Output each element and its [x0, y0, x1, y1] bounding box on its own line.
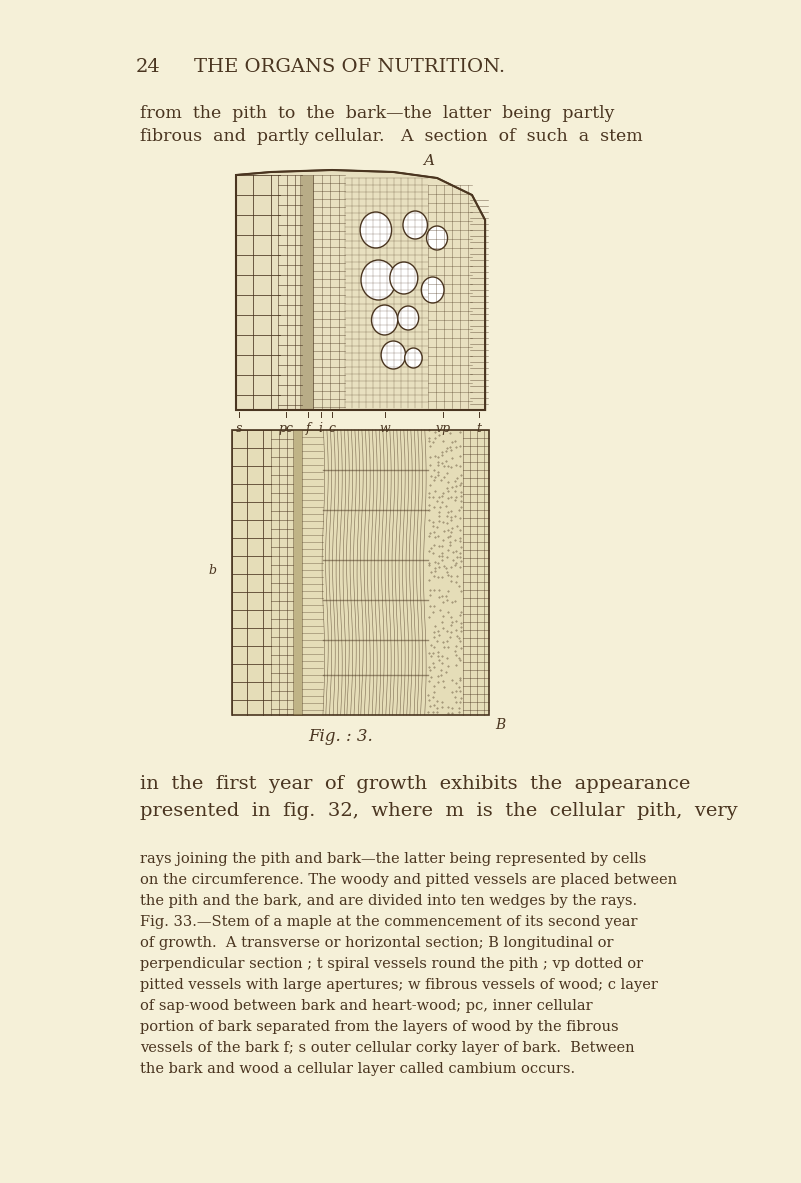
Bar	[293, 429, 301, 715]
Text: vp: vp	[436, 422, 451, 435]
Polygon shape	[236, 170, 485, 411]
Text: s: s	[235, 422, 242, 435]
Text: Fig. 33.—Stem of a maple at the commencement of its second year: Fig. 33.—Stem of a maple at the commence…	[140, 914, 638, 929]
Text: i: i	[319, 422, 323, 435]
Bar	[300, 175, 313, 411]
Text: pc: pc	[278, 422, 293, 435]
Text: b: b	[209, 563, 217, 576]
Circle shape	[405, 348, 422, 368]
Text: A: A	[423, 154, 434, 168]
Text: fibrous  and  partly cellular.   A  section  of  such  a  stem: fibrous and partly cellular. A section o…	[140, 128, 642, 146]
Text: perpendicular section ; t spiral vessels round the pith ; vp dotted or: perpendicular section ; t spiral vessels…	[140, 957, 643, 971]
Text: in  the  first  year  of  growth  exhibits  the  appearance: in the first year of growth exhibits the…	[140, 775, 690, 793]
Text: Fig. : 3.: Fig. : 3.	[308, 728, 373, 745]
Text: presented  in  fig.  32,  where  m  is  the  cellular  pith,  very: presented in fig. 32, where m is the cel…	[140, 802, 738, 820]
Circle shape	[403, 211, 428, 239]
Text: on the circumference. The woody and pitted vessels are placed between: on the circumference. The woody and pitt…	[140, 873, 677, 887]
Text: vessels of the bark f; s outer cellular corky layer of bark.  Between: vessels of the bark f; s outer cellular …	[140, 1041, 634, 1055]
Circle shape	[361, 260, 396, 300]
Bar	[231, 429, 489, 715]
Text: portion of bark separated from the layers of wood by the fibrous: portion of bark separated from the layer…	[140, 1020, 618, 1034]
Circle shape	[398, 306, 419, 330]
Circle shape	[427, 226, 448, 250]
Text: rays joining the pith and bark—the latter being represented by cells: rays joining the pith and bark—the latte…	[140, 852, 646, 866]
Text: w: w	[379, 422, 390, 435]
Text: B: B	[495, 718, 505, 732]
Circle shape	[381, 341, 405, 369]
Text: the bark and wood a cellular layer called cambium occurs.: the bark and wood a cellular layer calle…	[140, 1062, 575, 1077]
Circle shape	[360, 212, 392, 248]
Circle shape	[390, 261, 418, 295]
Text: t: t	[477, 422, 481, 435]
Text: pitted vessels with large apertures; w fibrous vessels of wood; c layer: pitted vessels with large apertures; w f…	[140, 978, 658, 993]
Circle shape	[372, 305, 398, 335]
Text: from  the  pith  to  the  bark—the  latter  being  partly: from the pith to the bark—the latter bei…	[140, 105, 614, 122]
Circle shape	[421, 277, 444, 303]
Text: 24: 24	[135, 58, 160, 76]
Text: of sap-wood between bark and heart-wood; pc, inner cellular: of sap-wood between bark and heart-wood;…	[140, 998, 593, 1013]
Text: c: c	[328, 422, 336, 435]
Text: f: f	[305, 422, 310, 435]
Text: of growth.  A transverse or horizontal section; B longitudinal or: of growth. A transverse or horizontal se…	[140, 936, 614, 950]
Text: the pith and the bark, and are divided into ten wedges by the rays.: the pith and the bark, and are divided i…	[140, 894, 637, 909]
Text: THE ORGANS OF NUTRITION.: THE ORGANS OF NUTRITION.	[194, 58, 505, 76]
